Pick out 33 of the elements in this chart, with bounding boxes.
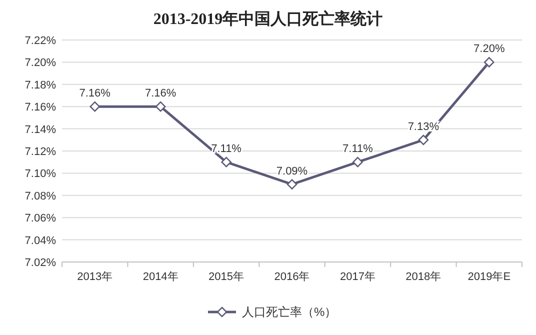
- y-tick-label: 7.02%: [24, 257, 56, 269]
- y-tick-label: 7.20%: [24, 57, 56, 70]
- y-tick-label: 7.14%: [24, 124, 56, 136]
- point: [286, 179, 298, 190]
- data-label: 7.11%: [211, 143, 242, 156]
- data-label: 7.16%: [144, 88, 176, 100]
- y-tick-label: 7.04%: [24, 234, 56, 247]
- x-tick-label: 2015年: [208, 271, 244, 283]
- y-tick-label: 7.16%: [24, 102, 56, 114]
- y-tick-label: 7.06%: [24, 212, 56, 225]
- data-label: 7.20%: [474, 43, 505, 56]
- point: [352, 156, 363, 168]
- legend-label: 人口死亡率（%）: [242, 305, 337, 319]
- y-tick-label: 7.08%: [24, 190, 56, 202]
- x-tick-label: 2019年E: [468, 271, 511, 283]
- x-tick-label: 2018年: [406, 271, 442, 283]
- data-label: 7.09%: [276, 165, 308, 178]
- data-label: 7.11%: [342, 143, 374, 156]
- x-tick-label: 2013年: [77, 271, 113, 283]
- x-tick-label: 2014年: [142, 271, 178, 283]
- x-tick-label: 2016年: [274, 271, 310, 283]
- point: [90, 101, 100, 112]
- point: [418, 134, 429, 146]
- point: [155, 101, 166, 112]
- y-tick-label: 7.12%: [24, 146, 56, 158]
- data-label: 7.16%: [79, 88, 111, 100]
- y-tick-label: 7.18%: [24, 79, 56, 92]
- y-tick-label: 7.22%: [24, 35, 56, 47]
- x-tick-label: 2017年: [340, 271, 376, 283]
- chart-title: 2013-2019年中国人口死亡率统计: [153, 9, 383, 28]
- y-tick-label: 7.10%: [24, 168, 56, 180]
- point: [221, 156, 232, 168]
- point: [484, 57, 494, 68]
